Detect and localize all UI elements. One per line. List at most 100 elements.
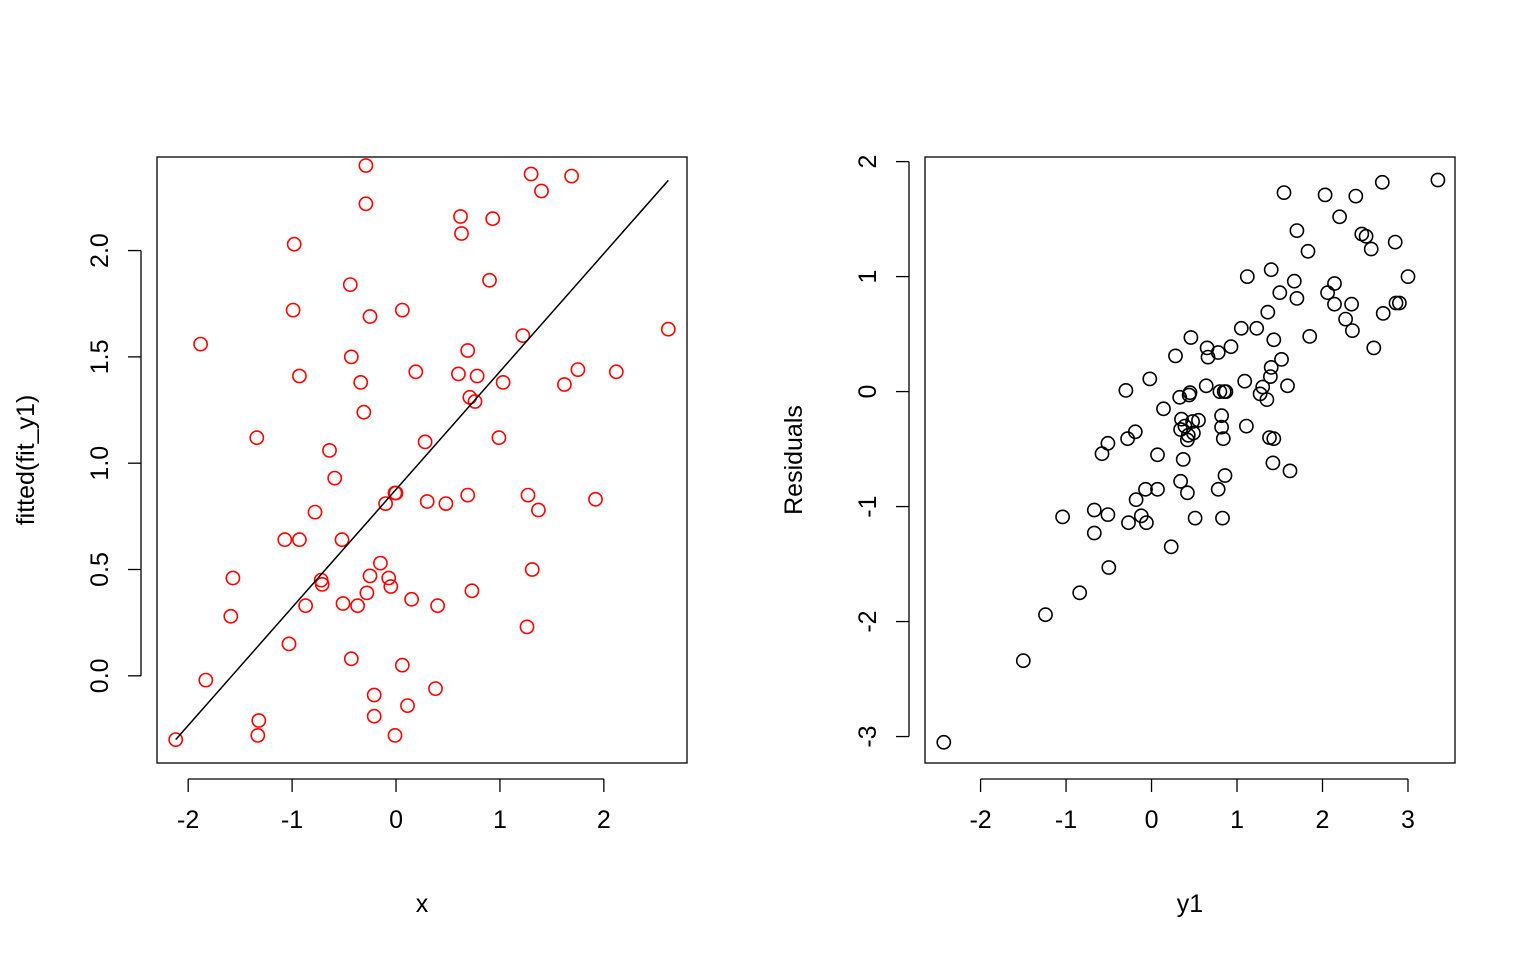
right-x-tick-label: 3 (1401, 806, 1415, 834)
right-data-point (1156, 401, 1171, 417)
left-fit-line (175, 179, 669, 741)
right-data-point (1387, 234, 1403, 250)
right-data-point (1289, 290, 1305, 306)
right-data-point (1345, 323, 1360, 338)
left-data-point (307, 504, 323, 520)
right-data-point (1332, 209, 1347, 225)
right-data-point (1233, 320, 1249, 336)
right-data-point (1327, 296, 1342, 312)
right-x-axis-label: y1 (1177, 890, 1203, 918)
right-data-point (1266, 332, 1282, 348)
right-data-point (1263, 262, 1279, 278)
left-data-point (570, 362, 586, 377)
left-data-point (327, 470, 343, 486)
left-data-point (588, 491, 603, 507)
left-panel: -2 -1 0 1 2 0.0 0.5 1.0 1.5 2.0 x fitted(fit_y1) (12, 156, 688, 918)
right-data-point (1286, 273, 1302, 289)
right-y-tick-label: -3 (854, 725, 882, 747)
left-data-point (460, 487, 476, 503)
right-data-point (1302, 328, 1318, 344)
right-data-point (1055, 509, 1070, 525)
right-data-point (1327, 276, 1342, 291)
right-y-tick-label: -1 (854, 495, 882, 517)
left-data-point (223, 608, 239, 624)
left-x-tick-label: -2 (177, 806, 199, 834)
right-data-point (1139, 515, 1154, 531)
right-data-point (1239, 418, 1254, 434)
right-y-tick-label: 1 (854, 270, 882, 284)
left-data-point (450, 366, 466, 382)
left-data-point (366, 687, 382, 703)
left-y-tick-label: 1.5 (86, 339, 114, 374)
left-data-point (482, 272, 497, 288)
right-data-point (1280, 378, 1295, 394)
right-data-point (1272, 285, 1288, 301)
right-data-point (1175, 451, 1191, 467)
left-data-point (168, 732, 184, 747)
right-data-point (1101, 560, 1117, 575)
right-data-point (1348, 188, 1364, 204)
right-data-point (1400, 269, 1416, 284)
right-data-point (1180, 485, 1195, 501)
left-data-point (281, 636, 297, 652)
right-data-point (1375, 305, 1391, 321)
right-data-point (1150, 447, 1165, 463)
right-data-point (936, 734, 952, 750)
right-data-point (1127, 424, 1143, 440)
left-data-point (404, 591, 419, 607)
right-points (936, 172, 1446, 750)
left-data-point (356, 404, 372, 420)
right-data-point (1038, 607, 1053, 623)
right-data-point (1388, 295, 1404, 311)
left-x-tick-label: 2 (597, 806, 611, 834)
right-data-point (1072, 585, 1088, 601)
left-x-axis: -2 -1 0 1 2 (177, 778, 611, 834)
right-y-tick-label: 0 (854, 385, 882, 399)
left-data-point (660, 321, 676, 337)
left-data-point (534, 183, 549, 199)
left-data-point (417, 434, 433, 450)
left-data-point (343, 349, 359, 365)
left-data-point (383, 579, 399, 594)
right-data-point (1210, 345, 1226, 360)
left-y-tick-label: 1.0 (86, 446, 114, 481)
right-data-point (1150, 481, 1165, 497)
right-x-axis: -2 -1 0 1 2 3 (969, 778, 1415, 834)
right-data-point (1366, 340, 1382, 356)
right-x-tick-label: -1 (1055, 806, 1077, 834)
right-data-point (1212, 384, 1228, 399)
left-data-point (491, 430, 507, 446)
left-data-point (485, 211, 501, 227)
right-data-point (1344, 296, 1359, 312)
left-y-axis: 0.0 0.5 1.0 1.5 2.0 (86, 233, 142, 693)
left-data-point (438, 496, 454, 511)
right-data-point (1363, 241, 1379, 257)
right-y-tick-label: 2 (854, 155, 882, 169)
right-data-point (1223, 339, 1239, 355)
left-data-point (388, 485, 404, 501)
left-y-tick-label: 2.0 (86, 233, 114, 268)
left-x-tick-label: 1 (493, 806, 507, 834)
left-data-point (419, 494, 435, 509)
left-data-point (298, 598, 313, 614)
right-data-point (1263, 359, 1279, 375)
right-panel: -2 -1 0 1 2 3 -3 -2 -1 0 1 2 y1 Residuals (780, 155, 1456, 918)
left-y-tick-label: 0.5 (86, 552, 114, 587)
right-data-point (1300, 243, 1316, 259)
left-data-point (394, 657, 410, 673)
left-y-tick-label: 0.0 (86, 658, 114, 693)
left-data-point (353, 374, 369, 390)
left-data-point (428, 681, 443, 696)
right-data-point (1276, 185, 1292, 200)
left-data-point (430, 598, 445, 614)
right-data-point (1265, 455, 1281, 471)
left-data-point (531, 502, 546, 518)
right-data-point (1260, 304, 1276, 320)
left-data-point (362, 568, 378, 584)
right-data-point (1182, 385, 1198, 401)
right-x-tick-label: 2 (1316, 806, 1330, 834)
left-data-point (291, 532, 307, 548)
right-data-point (1174, 411, 1189, 427)
right-data-point (1163, 539, 1179, 555)
